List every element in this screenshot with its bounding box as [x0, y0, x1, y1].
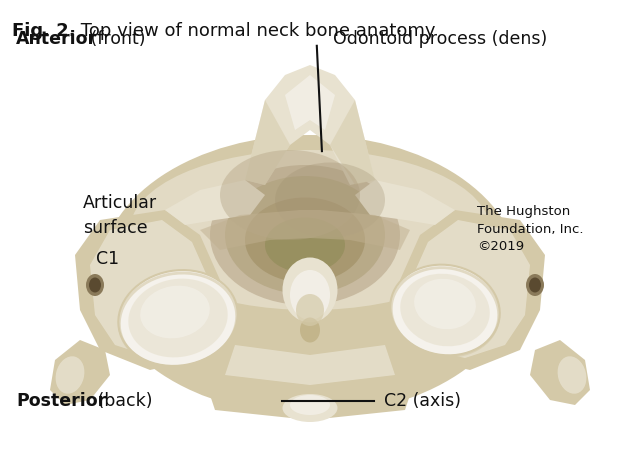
- Polygon shape: [200, 210, 410, 250]
- Ellipse shape: [89, 278, 101, 293]
- Ellipse shape: [140, 286, 210, 338]
- Text: Posterior: Posterior: [16, 392, 106, 410]
- Polygon shape: [355, 180, 455, 225]
- Polygon shape: [75, 210, 220, 370]
- Text: Top view of normal neck bone anatomy: Top view of normal neck bone anatomy: [75, 22, 435, 40]
- Text: (back): (back): [92, 392, 152, 410]
- Ellipse shape: [100, 135, 520, 415]
- Ellipse shape: [557, 356, 586, 394]
- Ellipse shape: [86, 274, 104, 296]
- Ellipse shape: [526, 274, 544, 296]
- Ellipse shape: [128, 278, 228, 357]
- Ellipse shape: [225, 176, 385, 294]
- Polygon shape: [530, 340, 590, 405]
- Ellipse shape: [290, 270, 330, 320]
- Text: The Hughston
Foundation, Inc.
©2019: The Hughston Foundation, Inc. ©2019: [477, 205, 583, 253]
- Polygon shape: [330, 100, 375, 185]
- Polygon shape: [412, 220, 530, 358]
- Ellipse shape: [56, 356, 84, 394]
- Ellipse shape: [282, 394, 337, 422]
- Ellipse shape: [130, 150, 490, 310]
- Ellipse shape: [290, 395, 330, 415]
- Ellipse shape: [265, 218, 345, 273]
- Text: (front): (front): [85, 30, 145, 48]
- Ellipse shape: [220, 150, 360, 240]
- Text: Odontoid process (dens): Odontoid process (dens): [333, 30, 547, 48]
- Text: C2 (axis): C2 (axis): [384, 392, 461, 410]
- Polygon shape: [90, 220, 208, 358]
- Ellipse shape: [390, 265, 500, 355]
- Text: Fig. 2.: Fig. 2.: [12, 22, 76, 40]
- Polygon shape: [225, 345, 395, 385]
- Ellipse shape: [282, 257, 337, 322]
- Ellipse shape: [400, 274, 490, 346]
- Ellipse shape: [275, 163, 385, 238]
- Ellipse shape: [296, 294, 324, 326]
- Polygon shape: [285, 75, 335, 130]
- Polygon shape: [165, 180, 265, 225]
- Ellipse shape: [118, 270, 237, 366]
- Polygon shape: [245, 100, 290, 185]
- Polygon shape: [400, 210, 545, 370]
- Text: C1: C1: [96, 250, 119, 268]
- Polygon shape: [245, 65, 375, 185]
- Polygon shape: [50, 340, 110, 405]
- Ellipse shape: [245, 197, 365, 283]
- Ellipse shape: [414, 279, 476, 329]
- Ellipse shape: [210, 165, 400, 305]
- Ellipse shape: [529, 278, 541, 293]
- Text: Articular
surface: Articular surface: [83, 194, 157, 237]
- Text: Anterior: Anterior: [16, 30, 97, 48]
- Polygon shape: [205, 340, 415, 420]
- Ellipse shape: [300, 317, 320, 343]
